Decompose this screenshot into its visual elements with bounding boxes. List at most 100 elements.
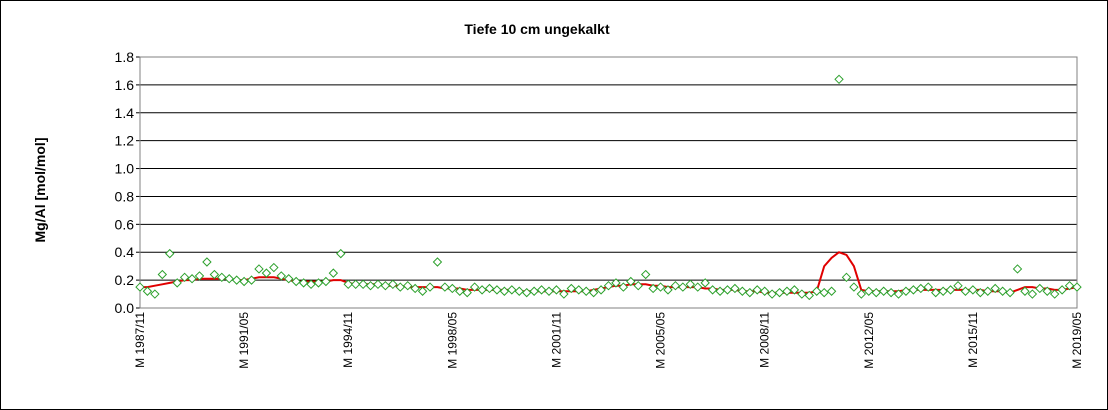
data-point (358, 279, 368, 290)
data-point (291, 276, 301, 287)
data-point (1049, 289, 1060, 299)
data-point (477, 285, 487, 295)
data-point (492, 285, 502, 295)
data-point (551, 285, 562, 295)
data-point (343, 279, 353, 290)
data-point (611, 278, 621, 288)
data-point (276, 271, 287, 281)
data-point (187, 274, 197, 284)
data-point (1064, 280, 1075, 291)
data-point (953, 280, 963, 291)
data-point (938, 286, 948, 296)
data-point (254, 264, 264, 274)
data-point (425, 282, 435, 292)
data-point (789, 285, 800, 295)
data-point (603, 280, 614, 291)
data-point (864, 286, 874, 296)
data-point (707, 285, 718, 295)
y-tick-label: 1.6 (115, 77, 135, 93)
data-point (745, 287, 755, 298)
y-axis-label: Mg/Al [mol/mol] (32, 138, 48, 243)
data-point (1057, 285, 1067, 295)
data-point (774, 287, 785, 298)
data-point (826, 286, 837, 296)
data-point (752, 285, 762, 295)
data-point (403, 280, 413, 291)
data-point (179, 272, 190, 283)
data-point (328, 268, 339, 278)
data-point (284, 274, 294, 284)
data-point (544, 286, 554, 296)
data-point (626, 276, 636, 287)
data-point (224, 274, 234, 284)
data-point (685, 279, 696, 290)
y-tick-label: 0.8 (115, 188, 135, 204)
data-point (797, 289, 807, 299)
data-point (150, 289, 160, 299)
data-point (395, 282, 405, 292)
data-point (246, 275, 257, 285)
x-tick-label: M 1987/11 (133, 312, 147, 368)
data-point (499, 286, 510, 296)
y-tick-label: 1.4 (115, 105, 135, 121)
data-point (165, 248, 175, 259)
data-point (313, 278, 324, 288)
data-point (916, 283, 926, 294)
data-point (365, 280, 376, 291)
data-point (559, 289, 569, 299)
data-point (700, 278, 710, 288)
data-point (202, 257, 212, 267)
x-tick-label: M 2019/05 (1070, 312, 1084, 369)
data-point (135, 282, 145, 292)
data-point (975, 287, 986, 298)
data-point (536, 285, 547, 295)
x-tick-label: M 2008/11 (758, 312, 772, 368)
data-point (514, 286, 524, 296)
data-point (819, 287, 829, 298)
data-point (782, 286, 792, 296)
data-point (678, 282, 688, 292)
data-point (930, 287, 941, 298)
data-point (432, 257, 443, 267)
data-point (1005, 287, 1015, 298)
x-tick-label: M 2015/11 (966, 312, 980, 368)
data-point (1035, 283, 1045, 294)
data-point (715, 286, 725, 296)
data-point (410, 283, 420, 294)
data-point (1012, 264, 1023, 274)
data-point (633, 280, 643, 291)
data-point (834, 74, 844, 85)
data-point (172, 278, 182, 288)
data-point (693, 282, 703, 292)
data-point (484, 283, 495, 294)
data-point (1072, 282, 1082, 292)
data-point (648, 283, 658, 294)
data-point (239, 276, 249, 287)
x-tick-label: M 2012/05 (862, 312, 876, 369)
data-point (767, 289, 777, 299)
data-point (306, 279, 316, 290)
data-point (1020, 286, 1030, 296)
data-point (990, 283, 1000, 294)
data-point (886, 287, 896, 298)
data-point (462, 287, 472, 298)
data-point (455, 286, 465, 296)
data-point (856, 289, 867, 299)
x-tick-label: M 1991/05 (237, 312, 251, 369)
data-point (321, 276, 331, 287)
data-point (812, 286, 822, 296)
data-point (566, 283, 577, 294)
data-point (618, 282, 629, 292)
data-point (1027, 289, 1038, 299)
data-point (157, 269, 168, 280)
data-point (447, 283, 458, 294)
data-point (960, 286, 971, 296)
data-point (231, 275, 242, 285)
y-tick-label: 1.2 (115, 133, 135, 149)
data-point (968, 285, 978, 295)
data-point (380, 280, 391, 291)
data-point (997, 286, 1008, 296)
data-point (588, 287, 599, 298)
data-point (893, 289, 904, 299)
